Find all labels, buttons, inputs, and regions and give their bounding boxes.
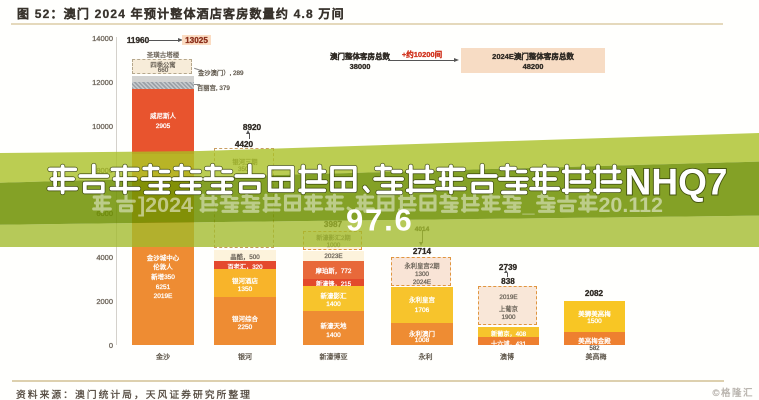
svg-text:_: _ <box>521 193 535 217</box>
svg-text:97.6: 97.6 <box>346 203 414 238</box>
svg-text:20.112: 20.112 <box>598 193 663 217</box>
svg-text:]2024: ]2024 <box>138 193 193 217</box>
svg-text:NHQ7: NHQ7 <box>625 162 728 203</box>
